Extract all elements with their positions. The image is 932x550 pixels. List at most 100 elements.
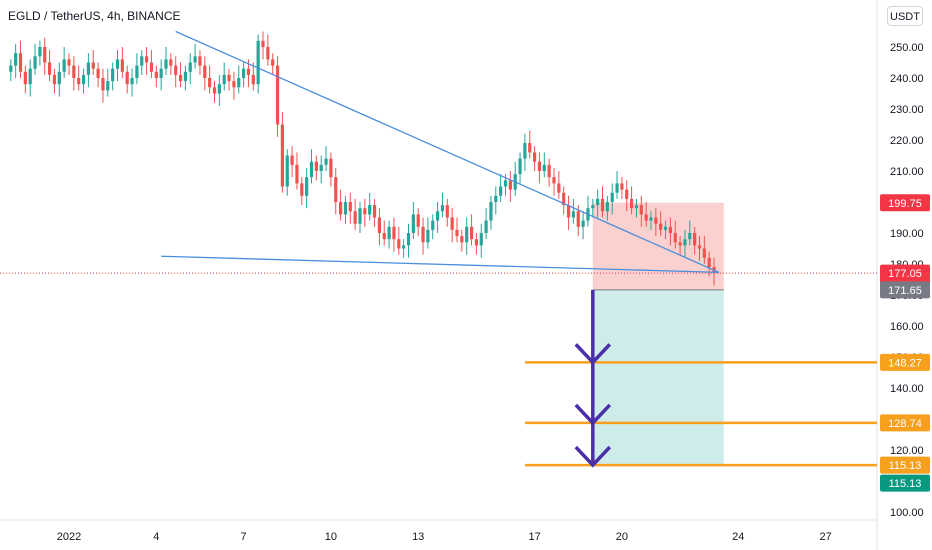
candle-body (445, 205, 449, 218)
candle-body (542, 164, 546, 171)
x-tick-label: 20 (616, 531, 628, 543)
y-tick-label: 240.00 (890, 73, 924, 85)
candle-body (436, 211, 440, 221)
candle-body (343, 202, 348, 215)
candle-body (159, 68, 163, 78)
candle-body (217, 84, 221, 94)
price-tag-label: 199.75 (888, 198, 922, 210)
candle-body (198, 56, 202, 66)
y-tick-label: 210.00 (890, 166, 924, 178)
candle-body (81, 74, 86, 85)
candle-body (416, 214, 420, 227)
candle-body (358, 208, 362, 224)
candle-body (421, 226, 425, 243)
price-tag-label: 177.05 (888, 268, 922, 280)
candle-body (111, 68, 115, 82)
candle-body (130, 78, 134, 85)
candle-body (72, 65, 76, 78)
candle-body (169, 59, 173, 66)
candle-body (649, 217, 653, 221)
candle-body (484, 220, 488, 233)
candle-body (634, 205, 639, 209)
x-tick-label: 13 (412, 531, 424, 543)
x-tick-label: 10 (325, 531, 337, 543)
price-tag (880, 474, 930, 492)
price-tag (880, 414, 930, 432)
candle-body (426, 229, 430, 243)
candle-body (659, 223, 663, 230)
candle-body (353, 211, 357, 224)
price-tag-label: 115.13 (889, 478, 922, 490)
candle-body (639, 205, 643, 215)
candle-body (683, 239, 687, 246)
stop-loss-zone[interactable] (592, 202, 724, 290)
candle-body (620, 183, 624, 190)
candle-body (440, 205, 445, 212)
candle-body (28, 68, 32, 85)
candle-body (576, 211, 580, 227)
candle-body (212, 87, 217, 94)
candle-body (697, 245, 702, 249)
candle-body (518, 158, 522, 175)
currency-selector-button[interactable]: USDT (887, 6, 923, 26)
candle-body (33, 56, 37, 69)
candle-body (566, 205, 571, 218)
candle-body (673, 233, 677, 243)
candle-body (654, 217, 658, 224)
candle-body (663, 226, 668, 230)
candle-body (707, 257, 711, 268)
candle-body (382, 233, 386, 240)
candle-body (615, 183, 619, 193)
candle-body (208, 78, 212, 88)
y-tick-label: 190.00 (890, 228, 924, 240)
take-profit-zone[interactable] (592, 289, 724, 466)
candle-body (533, 152, 537, 162)
candle-body (571, 211, 575, 218)
candle-body (668, 226, 672, 233)
candle-body (67, 59, 71, 66)
upper-trendline[interactable] (175, 30, 720, 273)
price-tag (880, 456, 930, 474)
price-tag-label: 115.13 (889, 460, 922, 472)
candle-body (91, 62, 95, 69)
candle-body (402, 245, 406, 249)
candle-body (149, 62, 154, 72)
candle-body (334, 177, 338, 202)
candle-body (411, 214, 415, 233)
candle-body (605, 202, 609, 212)
x-tick-label: 4 (153, 531, 159, 543)
candle-body (38, 47, 42, 57)
candle-body (275, 65, 280, 125)
y-tick-label: 220.00 (890, 135, 924, 147)
candle-body (290, 155, 294, 165)
lower-trendline[interactable] (161, 255, 719, 274)
candle-body (183, 71, 187, 82)
candle-body (460, 236, 464, 243)
candle-body (537, 161, 542, 171)
candle-body (591, 205, 595, 209)
candle-body (329, 158, 333, 178)
candle-body (261, 40, 265, 47)
candle-body (339, 202, 343, 215)
y-tick-label: 120.00 (890, 445, 924, 457)
candle-body (145, 56, 149, 63)
candle-body (644, 214, 648, 221)
candle-body (562, 192, 566, 206)
candle-body (242, 68, 246, 78)
candle-body (596, 198, 600, 206)
candle-body (489, 202, 493, 221)
candle-body (363, 208, 367, 215)
candle-body (222, 74, 226, 85)
candle-body (377, 217, 381, 233)
candle-body (14, 53, 18, 66)
candle-body (479, 233, 483, 246)
candle-body (285, 155, 289, 187)
candle-body (101, 78, 105, 91)
candle-body (9, 65, 13, 72)
x-tick-label: 27 (819, 531, 831, 543)
candle-body (140, 56, 144, 66)
candle-body (397, 239, 401, 249)
candle-body (203, 65, 207, 78)
candle-body (164, 59, 168, 69)
